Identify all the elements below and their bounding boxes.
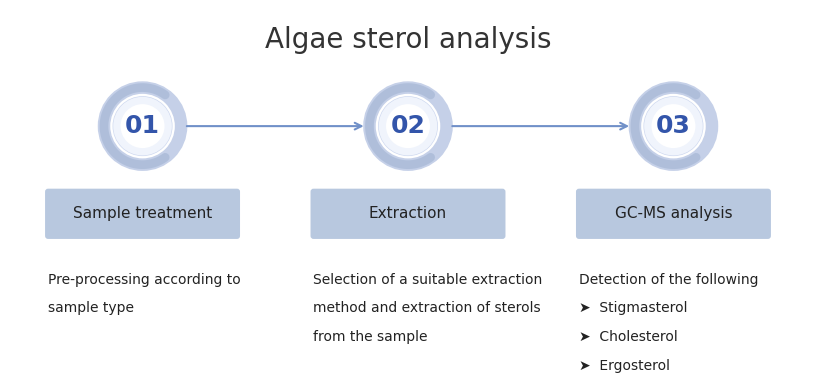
Circle shape <box>633 86 714 167</box>
Text: Detection of the following: Detection of the following <box>579 273 758 287</box>
Text: Pre-processing according to: Pre-processing according to <box>48 273 241 287</box>
Circle shape <box>379 97 437 155</box>
Text: ➤  Stigmasterol: ➤ Stigmasterol <box>579 301 687 316</box>
Text: Algae sterol analysis: Algae sterol analysis <box>264 26 552 54</box>
Circle shape <box>651 104 695 148</box>
Circle shape <box>113 97 172 155</box>
Text: from the sample: from the sample <box>313 330 428 344</box>
Text: ➤  Ergosterol: ➤ Ergosterol <box>579 359 670 373</box>
FancyBboxPatch shape <box>576 189 771 239</box>
Circle shape <box>121 104 165 148</box>
FancyBboxPatch shape <box>45 189 240 239</box>
Circle shape <box>644 97 703 155</box>
Text: GC-MS analysis: GC-MS analysis <box>614 206 732 221</box>
Text: Selection of a suitable extraction: Selection of a suitable extraction <box>313 273 543 287</box>
FancyBboxPatch shape <box>311 189 505 239</box>
Circle shape <box>367 86 449 167</box>
Circle shape <box>644 97 703 155</box>
Text: 03: 03 <box>656 114 691 138</box>
Circle shape <box>113 97 172 155</box>
Circle shape <box>386 104 430 148</box>
Text: 02: 02 <box>391 114 425 138</box>
Circle shape <box>102 86 183 167</box>
Text: ➤  Cholesterol: ➤ Cholesterol <box>579 330 677 344</box>
Text: Extraction: Extraction <box>369 206 447 221</box>
Text: 01: 01 <box>125 114 160 138</box>
Text: method and extraction of sterols: method and extraction of sterols <box>313 301 541 316</box>
Text: sample type: sample type <box>48 301 134 316</box>
Circle shape <box>379 97 437 155</box>
Text: Sample treatment: Sample treatment <box>73 206 212 221</box>
